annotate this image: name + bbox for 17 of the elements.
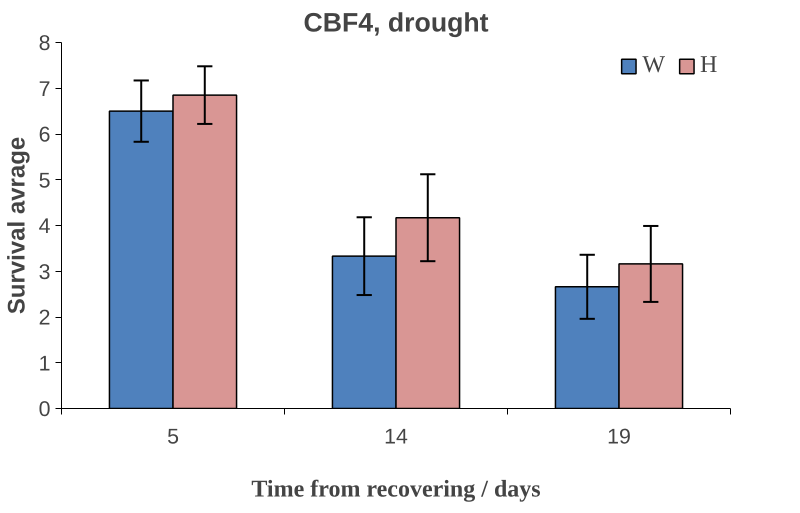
- y-tick-label: 6: [38, 122, 51, 146]
- y-tick-label: 4: [38, 214, 51, 238]
- y-tick-label: 7: [38, 76, 51, 101]
- y-tick-label: 3: [38, 260, 51, 284]
- y-tick-label: 1: [38, 351, 51, 376]
- chart-title: CBF4, drought: [303, 8, 489, 38]
- x-axis-title: Time from recovering / days: [251, 476, 541, 502]
- x-tick-label: 19: [607, 424, 631, 448]
- y-axis-title: Survival avrage: [4, 136, 31, 314]
- y-tick-label: 2: [38, 306, 51, 330]
- y-tick-label: 8: [38, 31, 51, 55]
- legend-label: W: [642, 52, 665, 79]
- y-tick-label: 0: [38, 397, 51, 421]
- y-tick-label: 5: [38, 168, 51, 192]
- x-tick-label: 14: [384, 424, 408, 448]
- legend-label: H: [700, 52, 718, 79]
- x-tick-label: 5: [167, 424, 179, 448]
